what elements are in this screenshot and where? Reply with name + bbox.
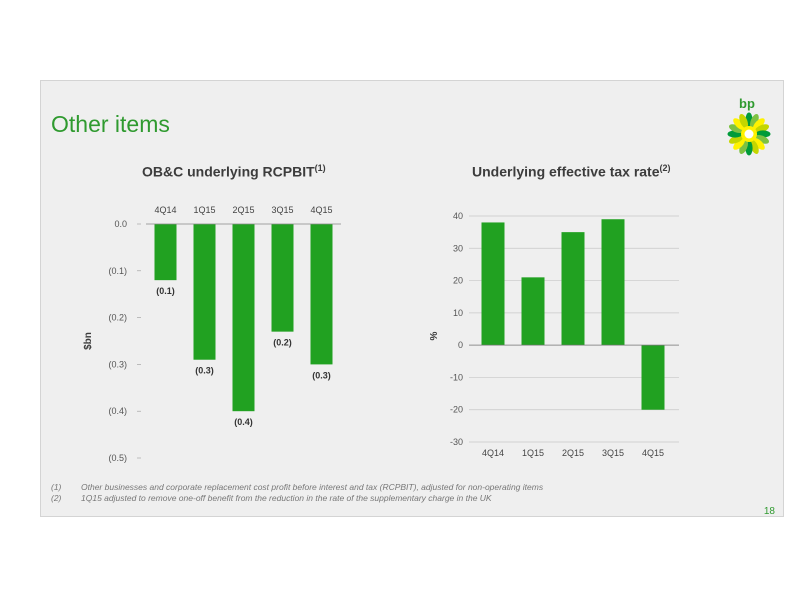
- chart1-data-label: (0.3): [312, 370, 331, 380]
- footnote-2-text: 1Q15 adjusted to remove one-off benefit …: [81, 493, 492, 503]
- chart1-ytick-label: (0.1): [108, 266, 127, 276]
- chart2-bar: [521, 277, 545, 346]
- chart1-category-label: 1Q15: [193, 205, 215, 215]
- bp-logo: bp: [727, 96, 771, 156]
- chart1-title: OB&C underlying RCPBIT(1): [142, 163, 326, 180]
- chart1-category-label: 2Q15: [232, 205, 254, 215]
- footnote-1-text: Other businesses and corporate replaceme…: [81, 482, 544, 492]
- chart2-ytick-label: -20: [450, 405, 463, 415]
- chart1-category-label: 4Q14: [154, 205, 176, 215]
- chart1-bar: [193, 224, 216, 360]
- footnotes: (1) Other businesses and corporate repla…: [51, 482, 543, 504]
- chart1-ytick-label: (0.2): [108, 313, 127, 323]
- chart1-ytick-label: (0.5): [108, 453, 127, 463]
- chart2-bar: [561, 232, 585, 346]
- chart1-ylabel: $bn: [83, 332, 94, 350]
- footnote-2: (2) 1Q15 adjusted to remove one-off bene…: [51, 493, 543, 504]
- chart2-ytick-label: 30: [453, 243, 463, 253]
- chart2-ytick-label: 10: [453, 308, 463, 318]
- chart1-bar: [154, 224, 177, 281]
- footnote-1: (1) Other businesses and corporate repla…: [51, 482, 543, 493]
- slide: Other items bp OB&C underlying RCPBIT(1)…: [40, 80, 784, 517]
- chart2-bar: [481, 222, 505, 346]
- chart1-category-label: 4Q15: [310, 205, 332, 215]
- chart1-bar: [310, 224, 333, 365]
- chart2-category-label: 1Q15: [522, 448, 544, 458]
- chart2-ytick-label: 40: [453, 211, 463, 221]
- chart2-title-text: Underlying effective tax rate: [472, 163, 660, 180]
- slide-title: Other items: [51, 111, 170, 137]
- chart1-ytick-label: (0.3): [108, 359, 127, 369]
- chart2-bar: [641, 345, 665, 410]
- chart1-data-label: (0.2): [273, 338, 292, 348]
- chart1-rcpbit: $bn 0.0 (0.1) (0.2) (0.3) (0.4) (0.5) 4Q14 (0.1)…: [83, 205, 341, 463]
- chart2-category-label: 2Q15: [562, 448, 584, 458]
- bp-logo-text: bp: [739, 96, 755, 111]
- chart1-bar: [271, 224, 294, 332]
- chart2-category-label: 4Q14: [482, 448, 504, 458]
- chart1-data-label: (0.4): [234, 417, 253, 427]
- chart2-title: Underlying effective tax rate(2): [472, 163, 671, 180]
- chart1-ytick-label: 0.0: [114, 219, 127, 229]
- chart2-bar: [601, 219, 625, 346]
- footnote-2-marker: (2): [51, 493, 62, 503]
- page-number: 18: [763, 506, 775, 517]
- chart1-data-label: (0.3): [195, 366, 214, 376]
- chart2-tax-rate: % 40 30 20 10 0 -10 -20 -30 4Q14 1Q15 2Q15 3Q15 4Q15: [429, 211, 679, 458]
- helios-icon: [727, 112, 771, 156]
- footnote-1-marker: (1): [51, 482, 62, 492]
- chart2-ylabel: %: [429, 331, 440, 340]
- chart2-ytick-label: 20: [453, 276, 463, 286]
- chart2-category-label: 4Q15: [642, 448, 664, 458]
- chart2-ytick-label: 0: [458, 340, 463, 350]
- chart1-data-label: (0.1): [156, 286, 175, 296]
- chart1-title-text: OB&C underlying RCPBIT: [142, 163, 315, 180]
- chart2-ytick-label: -10: [450, 372, 463, 382]
- chart2-category-label: 3Q15: [602, 448, 624, 458]
- chart1-category-label: 3Q15: [271, 205, 293, 215]
- chart2-ytick-label: -30: [450, 437, 463, 447]
- chart1-bar: [232, 224, 255, 412]
- chart1-title-footnote: (1): [314, 163, 326, 173]
- chart1-ytick-label: (0.4): [108, 406, 127, 416]
- chart2-title-footnote: (2): [659, 163, 671, 173]
